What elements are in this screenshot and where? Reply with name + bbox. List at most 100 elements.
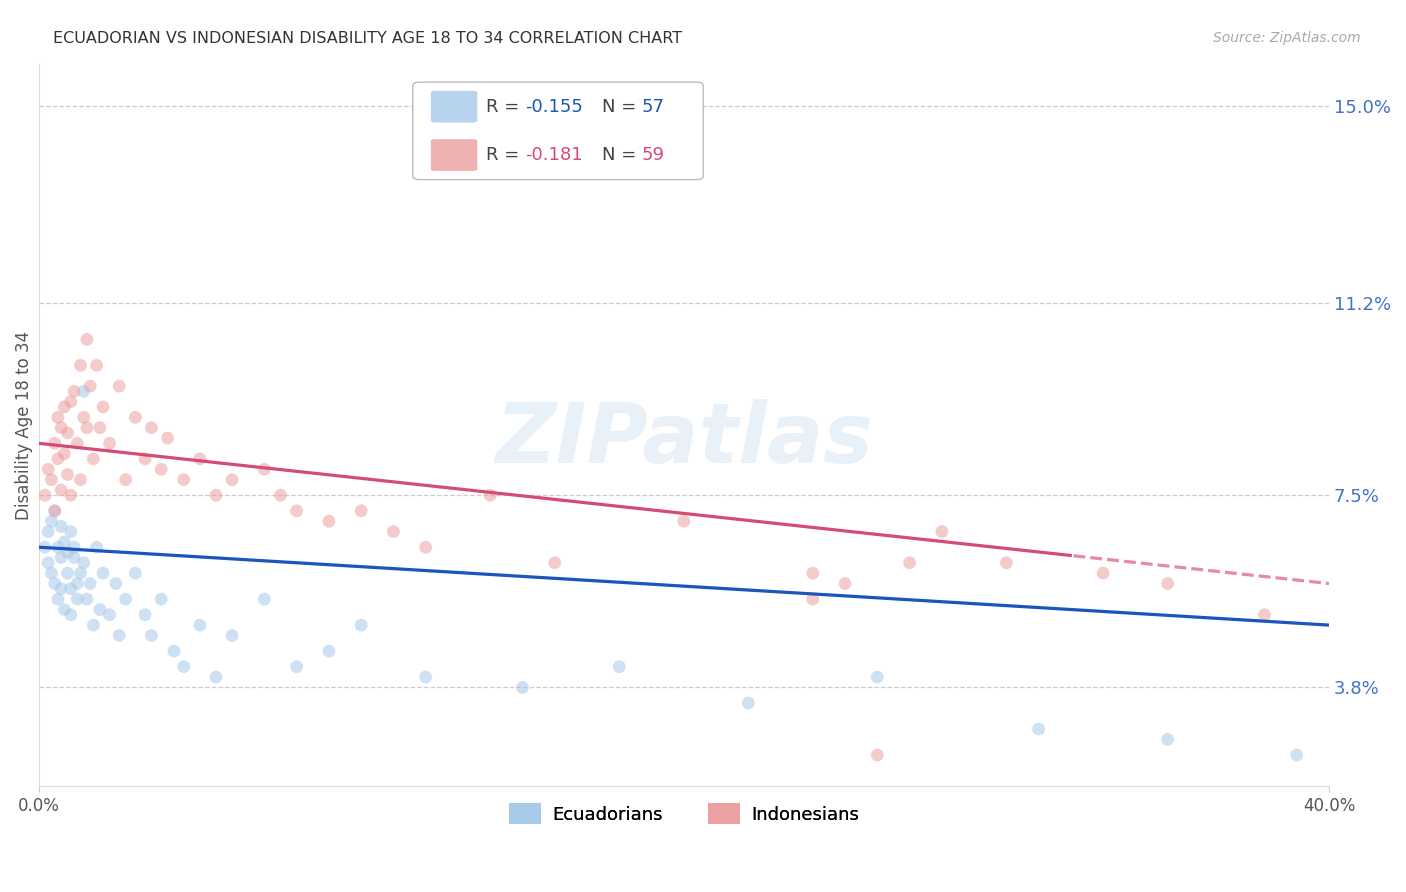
Point (46, 451, 69, 466)
Point (46, 592, 69, 607)
Point (801, 592, 824, 607)
Point (59, 607, 82, 622)
Point (253, 462, 276, 476)
Point (150, 462, 173, 476)
Point (737, 696, 759, 710)
Text: ZIPatlas: ZIPatlas (495, 399, 873, 480)
Point (544, 556, 567, 570)
Point (56, 425, 79, 440)
Point (479, 488, 502, 502)
Point (53, 447, 76, 461)
Point (141, 420, 163, 434)
Point (104, 576, 127, 591)
Point (205, 670, 228, 684)
Point (898, 556, 921, 570)
Point (188, 451, 211, 466)
Point (163, 644, 186, 658)
Text: -0.155: -0.155 (524, 97, 583, 116)
Point (253, 592, 276, 607)
Point (285, 504, 308, 518)
Point (59, 394, 82, 409)
Point (173, 659, 195, 673)
Text: N =: N = (603, 97, 643, 116)
Point (44, 504, 66, 518)
Point (1157, 576, 1180, 591)
Point (318, 644, 340, 658)
Point (98, 436, 121, 450)
Point (86, 540, 108, 554)
Point (49, 550, 72, 565)
Point (350, 618, 373, 632)
Point (134, 607, 156, 622)
Point (995, 556, 1018, 570)
Point (41, 514, 63, 528)
Point (150, 592, 173, 607)
Point (41, 566, 63, 581)
Point (34, 540, 56, 554)
Point (46, 410, 69, 425)
Point (607, 659, 630, 673)
Point (44, 436, 66, 450)
Point (415, 670, 437, 684)
Point (285, 659, 308, 673)
Point (46, 540, 69, 554)
Point (63, 540, 86, 554)
Point (98, 607, 121, 622)
Point (76, 592, 98, 607)
Y-axis label: Disability Age 18 to 34: Disability Age 18 to 34 (15, 331, 32, 520)
Point (205, 488, 228, 502)
Point (79, 576, 101, 591)
Point (834, 576, 856, 591)
Point (114, 592, 136, 607)
Point (141, 628, 163, 642)
Point (512, 681, 534, 695)
Point (82, 618, 104, 632)
Text: Source: ZipAtlas.com: Source: ZipAtlas.com (1213, 31, 1361, 45)
Text: 57: 57 (641, 97, 664, 116)
Point (66, 592, 89, 607)
Point (41, 473, 63, 487)
Point (89, 420, 111, 434)
Point (124, 566, 146, 581)
Point (91, 400, 114, 414)
Point (801, 566, 824, 581)
Point (866, 670, 889, 684)
Text: N =: N = (603, 146, 643, 164)
Point (1253, 607, 1275, 622)
Point (931, 524, 953, 539)
Point (37, 524, 59, 539)
Point (53, 400, 76, 414)
Point (221, 473, 243, 487)
Point (415, 540, 437, 554)
Point (866, 747, 889, 762)
Point (91, 566, 114, 581)
Point (56, 545, 79, 559)
Point (221, 628, 243, 642)
Point (73, 556, 96, 570)
Point (156, 431, 179, 445)
Point (69, 566, 91, 581)
Point (59, 582, 82, 596)
Point (270, 488, 292, 502)
Point (49, 420, 72, 434)
FancyBboxPatch shape (430, 139, 477, 171)
Text: ECUADORIAN VS INDONESIAN DISABILITY AGE 18 TO 34 CORRELATION CHART: ECUADORIAN VS INDONESIAN DISABILITY AGE … (53, 31, 682, 46)
Point (56, 566, 79, 581)
Point (382, 524, 405, 539)
Point (124, 410, 146, 425)
Point (59, 524, 82, 539)
Point (73, 410, 96, 425)
Point (44, 504, 66, 518)
Point (53, 602, 76, 616)
Point (1092, 566, 1115, 581)
Point (1028, 722, 1050, 736)
Point (114, 473, 136, 487)
Point (53, 535, 76, 549)
Point (37, 556, 59, 570)
Point (63, 550, 86, 565)
Point (69, 359, 91, 373)
FancyBboxPatch shape (413, 82, 703, 179)
Point (49, 519, 72, 533)
Text: R =: R = (486, 97, 526, 116)
Point (37, 462, 59, 476)
